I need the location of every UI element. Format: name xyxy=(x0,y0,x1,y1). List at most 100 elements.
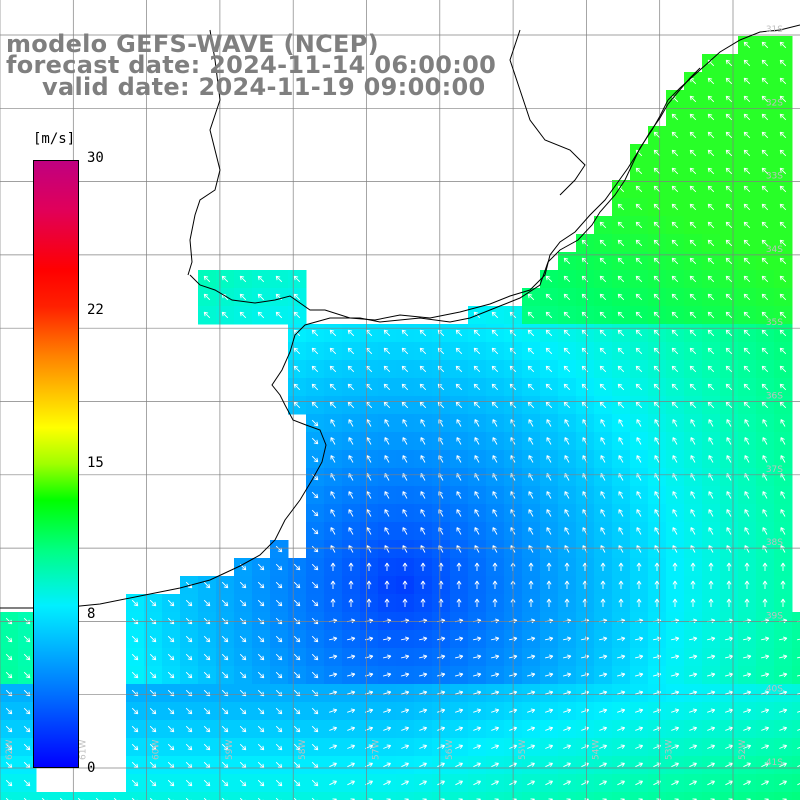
wind-arrow xyxy=(689,203,697,211)
wind-arrow xyxy=(618,580,624,589)
wind-arrow xyxy=(636,491,642,499)
wind-arrow xyxy=(546,562,552,571)
latitude-label: 33S xyxy=(766,172,783,182)
wind-cell xyxy=(234,792,253,800)
wind-arrow xyxy=(149,797,156,800)
wind-arrow xyxy=(239,275,247,283)
wind-arrow xyxy=(743,185,751,193)
wind-arrow xyxy=(5,671,13,679)
wind-arrow xyxy=(779,762,787,768)
wind-arrow xyxy=(743,293,751,301)
wind-arrow xyxy=(706,654,716,660)
wind-arrow xyxy=(635,365,643,373)
wind-arrow xyxy=(5,743,13,751)
longitude-label: 60W xyxy=(152,740,162,760)
wind-arrow xyxy=(725,329,733,337)
wind-arrow xyxy=(546,527,552,535)
wind-arrow xyxy=(436,672,446,678)
wind-arrow xyxy=(654,527,660,535)
wind-arrow xyxy=(474,455,480,463)
wind-cell xyxy=(414,792,433,800)
wind-arrow xyxy=(672,419,678,427)
wind-arrow xyxy=(671,383,679,391)
wind-arrow xyxy=(527,293,535,301)
wind-arrow xyxy=(311,779,319,787)
longitude-label: 53W xyxy=(665,740,675,760)
colorbar-tick: 0 xyxy=(87,760,96,776)
wind-arrow xyxy=(420,545,426,553)
wind-arrow xyxy=(131,653,139,661)
wind-arrow xyxy=(293,383,301,391)
wind-arrow xyxy=(330,562,336,571)
wind-arrow xyxy=(546,598,552,607)
wind-arrow xyxy=(402,545,408,553)
wind-arrow xyxy=(546,545,552,553)
wind-arrow xyxy=(545,383,553,391)
wind-arrow xyxy=(725,257,733,265)
wind-arrow xyxy=(401,726,410,731)
colorbar-tick: 8 xyxy=(87,606,96,622)
wind-arrow xyxy=(473,365,481,373)
wind-arrow xyxy=(780,545,786,553)
wind-arrow xyxy=(743,221,751,229)
wind-arrow xyxy=(311,599,319,607)
wind-arrow xyxy=(383,636,392,642)
wind-arrow xyxy=(401,762,409,768)
wind-arrow xyxy=(563,690,572,696)
wind-arrow xyxy=(402,455,408,463)
wind-arrow xyxy=(347,365,355,373)
wind-cell xyxy=(0,792,19,800)
wind-cell xyxy=(756,792,775,800)
wind-arrow xyxy=(797,710,800,713)
wind-arrow xyxy=(725,636,734,642)
longitude-label: 61W xyxy=(78,740,88,760)
wind-arrow xyxy=(779,167,787,175)
wind-arrow xyxy=(419,690,428,696)
wind-arrow xyxy=(779,239,787,247)
wind-arrow xyxy=(671,131,679,139)
wind-arrow xyxy=(689,780,697,786)
wind-arrow xyxy=(528,545,534,553)
wind-arrow xyxy=(473,780,481,786)
wind-arrow xyxy=(203,797,210,800)
wind-arrow xyxy=(689,708,698,714)
wind-arrow xyxy=(528,455,534,463)
wind-arrow xyxy=(563,293,571,301)
wind-arrow xyxy=(654,580,660,589)
wind-arrow xyxy=(779,726,788,731)
wind-arrow xyxy=(762,509,768,517)
wind-arrow xyxy=(671,275,679,283)
wind-arrow xyxy=(402,562,408,571)
wind-arrow xyxy=(780,580,786,589)
wind-arrow xyxy=(491,708,500,714)
wind-arrow xyxy=(725,239,733,247)
wind-arrow xyxy=(330,491,336,499)
wind-arrow xyxy=(149,653,157,661)
wind-arrow xyxy=(707,311,715,319)
wind-arrow xyxy=(690,509,696,517)
wind-arrow xyxy=(636,562,642,571)
wind-arrow xyxy=(636,545,642,553)
wind-arrow xyxy=(257,635,265,643)
wind-arrow xyxy=(149,671,157,679)
wind-arrow xyxy=(456,437,462,445)
wind-arrow xyxy=(689,113,697,121)
wind-arrow xyxy=(726,545,732,553)
wind-arrow xyxy=(366,509,372,517)
wind-arrow xyxy=(311,455,319,463)
wind-cell xyxy=(216,792,235,800)
wind-arrow xyxy=(329,365,337,373)
wind-arrow xyxy=(725,708,734,714)
wind-arrow xyxy=(761,365,769,373)
wind-arrow xyxy=(725,77,733,85)
wind-arrow xyxy=(474,580,480,589)
wind-arrow xyxy=(618,437,624,445)
wind-arrow xyxy=(726,562,732,571)
wind-arrow xyxy=(563,726,572,731)
wind-arrow xyxy=(167,743,175,751)
wind-arrow xyxy=(779,636,788,642)
wind-arrow xyxy=(545,311,553,319)
wind-arrow xyxy=(708,491,714,499)
wind-arrow xyxy=(293,635,301,643)
wind-arrow xyxy=(761,239,769,247)
